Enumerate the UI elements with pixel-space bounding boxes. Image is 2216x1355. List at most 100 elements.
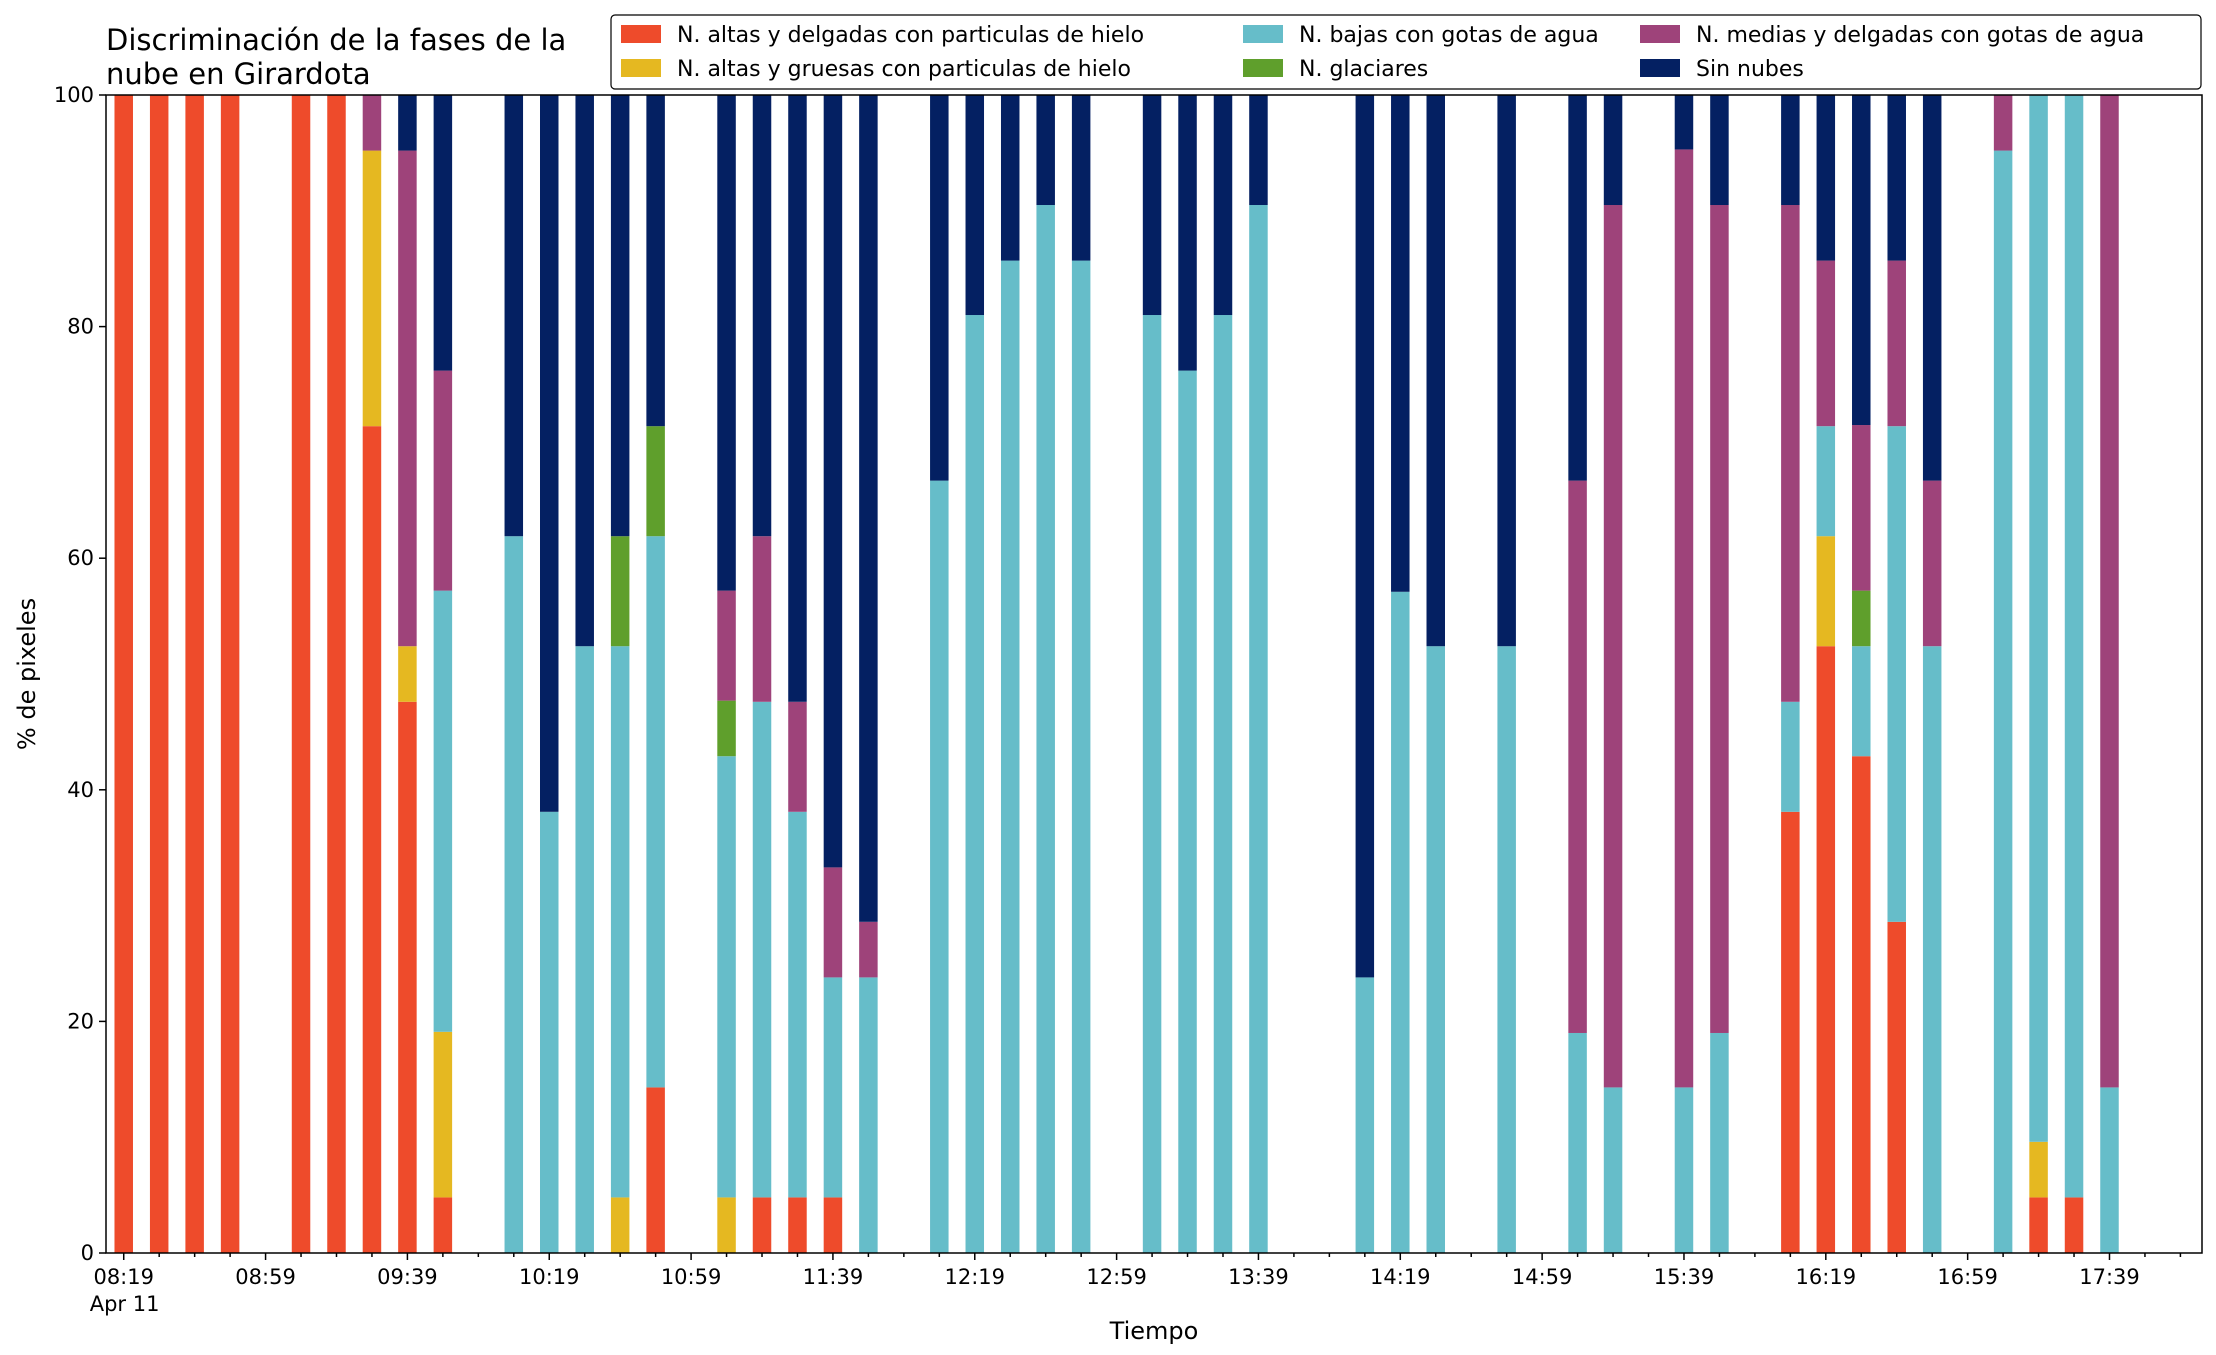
bar-segment-1249-s5 bbox=[1071, 95, 1091, 261]
bar-segment-1509-s5 bbox=[1568, 95, 1587, 481]
legend: N. altas y delgadas con particulas de hi… bbox=[610, 14, 2202, 90]
bar-segment-0849-s0 bbox=[220, 95, 240, 1253]
bar-segment-0939-s4 bbox=[398, 150, 417, 647]
bar-segment-1149-s2 bbox=[859, 977, 878, 1253]
bar-segment-1209-s5 bbox=[930, 95, 949, 481]
bar-segment-1109-s5 bbox=[717, 95, 736, 591]
bar-segment-1629-s5 bbox=[1852, 95, 1871, 426]
y-tick-label: 80 bbox=[67, 315, 94, 339]
bar-segment-1029-s5 bbox=[575, 95, 594, 647]
legend-label: N. altas y delgadas con particulas de hi… bbox=[677, 23, 1144, 48]
legend-label: N. glaciares bbox=[1299, 57, 1428, 82]
bar-segment-1709-s4 bbox=[1993, 95, 2013, 151]
bar-segment-1419-s5 bbox=[1391, 95, 1410, 592]
bar-segment-1649-s5 bbox=[1922, 95, 1942, 481]
bar-segment-1609-s4 bbox=[1781, 205, 1800, 702]
x-tick-label: 14:19 bbox=[1370, 1265, 1431, 1289]
x-tick-label: 08:59 bbox=[235, 1265, 296, 1289]
bar-segment-0949-s4 bbox=[433, 370, 453, 591]
bar-segment-1619-s2 bbox=[1816, 426, 1836, 537]
bar-segment-1609-s5 bbox=[1781, 95, 1800, 206]
legend-swatch bbox=[1640, 59, 1680, 77]
bars-layer bbox=[114, 95, 2119, 1254]
x-tick-label: 10:19 bbox=[519, 1265, 580, 1289]
bar-segment-1119-s0 bbox=[752, 1197, 772, 1253]
bar-segment-1109-s1 bbox=[717, 1197, 736, 1253]
bar-segment-1139-s5 bbox=[823, 95, 843, 868]
bar-segment-1019-s5 bbox=[540, 95, 559, 812]
bar-segment-1629-s4 bbox=[1852, 425, 1871, 591]
bar-segment-0909-s0 bbox=[291, 95, 311, 1253]
x-tick-label: 08:19 bbox=[93, 1265, 154, 1289]
bar-segment-1119-s5 bbox=[752, 95, 772, 537]
bar-segment-1139-s2 bbox=[823, 977, 843, 1198]
bar-segment-0919-s0 bbox=[327, 95, 346, 1253]
bar-segment-1449-s5 bbox=[1497, 95, 1516, 647]
x-tick-label: 13:39 bbox=[1228, 1265, 1289, 1289]
bar-segment-1539-s2 bbox=[1674, 1087, 1694, 1253]
bar-segment-1329-s5 bbox=[1213, 95, 1233, 316]
x-tick-label: 10:59 bbox=[661, 1265, 722, 1289]
bar-segment-1049-s5 bbox=[646, 95, 665, 427]
x-tick-label: 16:59 bbox=[1937, 1265, 1998, 1289]
bar-segment-1249-s2 bbox=[1071, 260, 1091, 1254]
y-axis: 0 20 40 60 80 100 bbox=[54, 83, 106, 1265]
bar-segment-1039-s1 bbox=[610, 1197, 630, 1253]
legend-swatch bbox=[621, 59, 661, 77]
bar-segment-1229-s2 bbox=[1000, 260, 1020, 1254]
bar-segment-1709-s2 bbox=[1993, 150, 2013, 1254]
x-tick-label: 12:59 bbox=[1086, 1265, 1147, 1289]
bar-segment-0939-s5 bbox=[398, 95, 417, 151]
bar-segment-1539-s4 bbox=[1674, 149, 1694, 1088]
bar-segment-0939-s0 bbox=[398, 701, 417, 1253]
bar-segment-1109-s2 bbox=[717, 756, 736, 1198]
bar-segment-1039-s5 bbox=[610, 95, 630, 537]
bar-segment-0929-s4 bbox=[362, 95, 382, 151]
bar-segment-1019-s2 bbox=[540, 811, 559, 1253]
bar-segment-1049-s2 bbox=[646, 536, 665, 1088]
bar-segment-1339-s5 bbox=[1249, 95, 1268, 206]
bar-segment-1549-s5 bbox=[1710, 95, 1729, 206]
legend-label: N. medias y delgadas con gotas de agua bbox=[1696, 23, 2144, 48]
bar-segment-1619-s1 bbox=[1816, 536, 1836, 647]
bar-segment-1009-s2 bbox=[504, 536, 524, 1253]
bar-segment-1109-s3 bbox=[717, 700, 736, 757]
bar-segment-1649-s4 bbox=[1922, 480, 1942, 647]
bar-segment-1549-s2 bbox=[1710, 1032, 1729, 1253]
bar-segment-1139-s4 bbox=[823, 867, 843, 978]
bar-segment-1309-s5 bbox=[1142, 95, 1162, 316]
bar-segment-1519-s4 bbox=[1603, 205, 1623, 1088]
bar-segment-1639-s5 bbox=[1887, 95, 1906, 261]
bar-segment-1209-s2 bbox=[930, 480, 949, 1253]
bar-segment-0949-s2 bbox=[433, 590, 453, 1032]
bar-segment-1629-s3 bbox=[1852, 590, 1871, 647]
bar-segment-1619-s5 bbox=[1816, 95, 1836, 261]
bar-segment-1609-s2 bbox=[1781, 701, 1800, 812]
bar-segment-1319-s5 bbox=[1178, 95, 1197, 371]
x-tick-label: 15:39 bbox=[1654, 1265, 1715, 1289]
legend-swatch bbox=[1243, 59, 1283, 77]
y-tick-label: 40 bbox=[67, 778, 94, 802]
bar-segment-1719-s2 bbox=[2029, 95, 2048, 1142]
bar-segment-1129-s0 bbox=[788, 1197, 807, 1253]
legend-label: N. bajas con gotas de agua bbox=[1299, 23, 1599, 48]
bar-segment-1419-s2 bbox=[1391, 591, 1410, 1253]
x-axis-title: Tiempo bbox=[1109, 1317, 1199, 1345]
bar-segment-1319-s2 bbox=[1178, 370, 1197, 1254]
bar-segment-1009-s5 bbox=[504, 95, 524, 537]
bar-segment-1409-s2 bbox=[1355, 977, 1375, 1253]
bar-segment-1139-s0 bbox=[823, 1197, 843, 1253]
bar-segment-1519-s2 bbox=[1603, 1087, 1623, 1253]
bar-segment-1729-s2 bbox=[2064, 95, 2084, 1198]
x-tick-label: 11:39 bbox=[803, 1265, 864, 1289]
bar-segment-0829-s0 bbox=[149, 95, 169, 1253]
chart-title-line-1: Discriminación de la fases de la bbox=[106, 23, 566, 57]
bar-segment-1229-s5 bbox=[1000, 95, 1020, 261]
x-tick-label: 17:39 bbox=[2079, 1265, 2140, 1289]
bar-segment-1449-s2 bbox=[1497, 646, 1516, 1253]
bar-segment-0929-s1 bbox=[362, 150, 382, 427]
plot-frame bbox=[105, 94, 2203, 1254]
bar-segment-1429-s2 bbox=[1426, 646, 1445, 1253]
legend-swatch bbox=[621, 25, 661, 43]
